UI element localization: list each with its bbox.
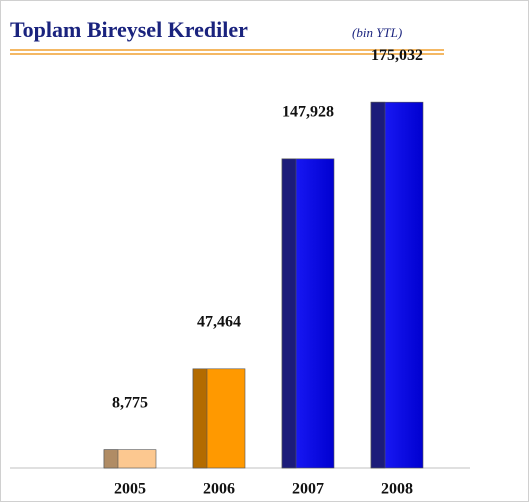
chart-title: Toplam Bireysel Krediler (10, 17, 248, 42)
x-tick-label: 2005 (114, 481, 146, 498)
value-label: 47,464 (197, 313, 241, 330)
bar-side (103, 449, 119, 469)
value-label: 8,775 (112, 394, 148, 411)
bar-side (192, 368, 208, 469)
value-label: 175,032 (371, 47, 423, 64)
bar-side (281, 158, 297, 469)
chart-subtitle: (bin YTL) (352, 25, 402, 40)
bar-side (370, 101, 386, 469)
value-label: 147,928 (282, 104, 334, 121)
x-tick-label: 2008 (381, 481, 413, 498)
x-tick-label: 2006 (203, 481, 235, 498)
x-tick-label: 2007 (292, 481, 324, 498)
